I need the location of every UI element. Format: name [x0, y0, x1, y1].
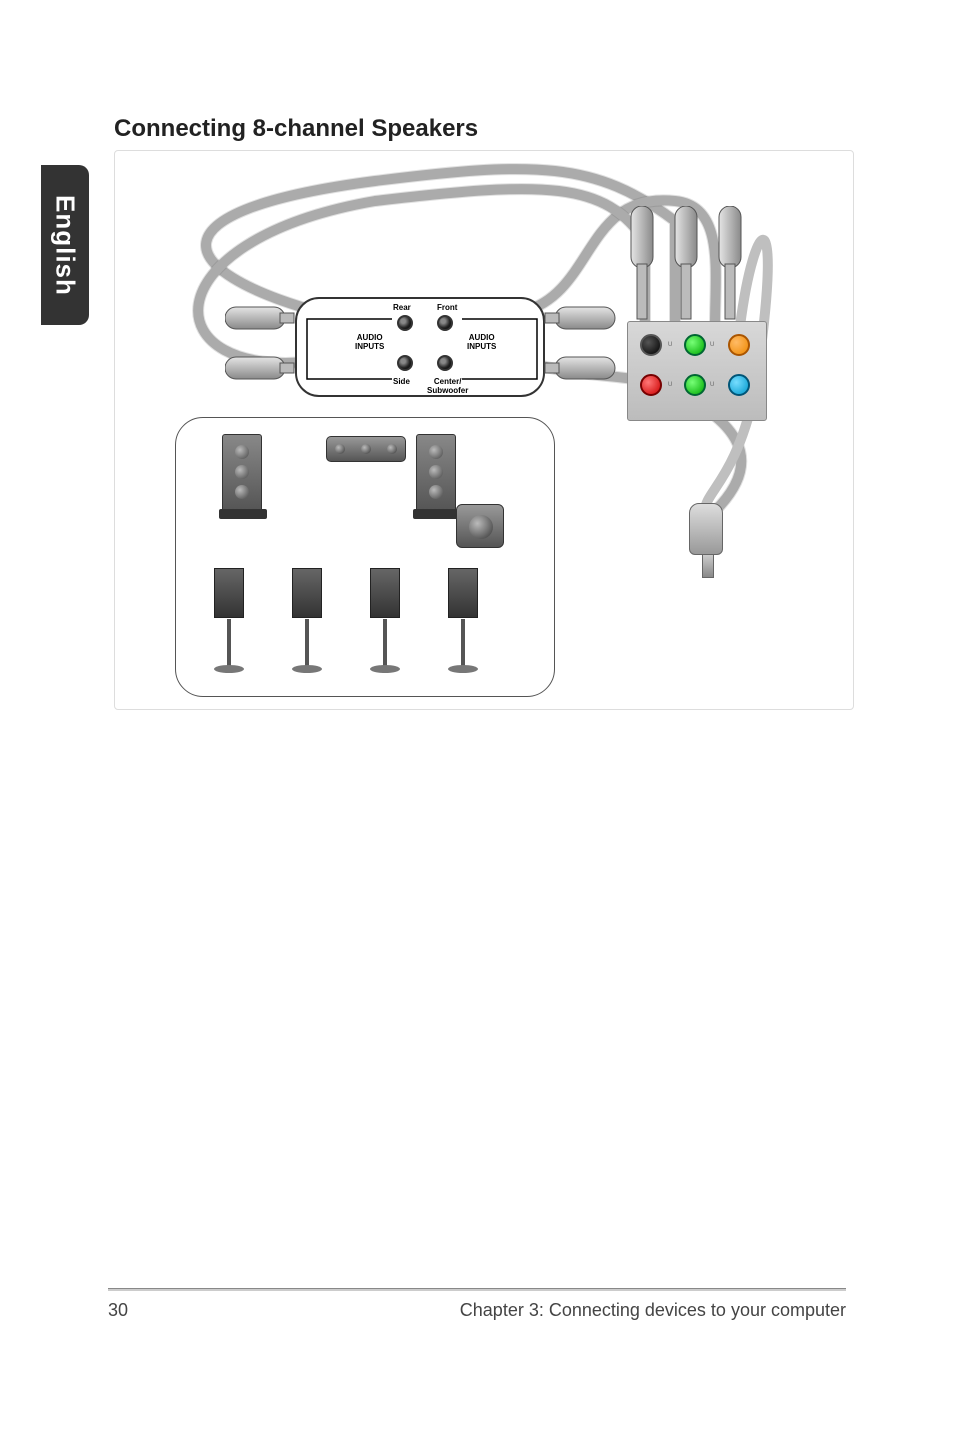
stand-speaker-2 — [292, 568, 322, 618]
subwoofer — [456, 504, 504, 548]
port-mic — [640, 374, 662, 396]
port-front — [684, 334, 706, 356]
panel-glyph-u3: U — [668, 382, 672, 388]
center-speaker — [326, 436, 406, 462]
port-rear — [640, 334, 662, 356]
stand-speaker-4 — [448, 568, 478, 618]
pc-audio-panel: U U U U — [627, 321, 767, 421]
wiring-diagram: Rear Front AUDIO INPUTS AUDIO INPUTS Sid… — [114, 150, 854, 710]
port-center — [728, 334, 750, 356]
dangling-plug — [689, 503, 723, 555]
footer-divider — [108, 1288, 846, 1291]
panel-glyph-u1: U — [668, 342, 672, 348]
tower-right — [416, 434, 456, 512]
hub-plugs — [225, 299, 625, 409]
chapter-line: Chapter 3: Connecting devices to your co… — [460, 1300, 846, 1321]
port-line — [684, 374, 706, 396]
panel-plugs-top — [625, 206, 775, 326]
panel-glyph-u2: U — [710, 342, 714, 348]
page-number: 30 — [108, 1300, 128, 1321]
port-side — [728, 374, 750, 396]
language-tab: English — [41, 165, 89, 325]
stand-speaker-3 — [370, 568, 400, 618]
section-heading: Connecting 8-channel Speakers — [114, 115, 478, 143]
tower-left — [222, 434, 262, 512]
language-tab-label: English — [50, 195, 81, 296]
stand-speaker-1 — [214, 568, 244, 618]
panel-glyph-u4: U — [710, 382, 714, 388]
speaker-group — [175, 417, 555, 697]
page: English Connecting 8-channel Speakers — [0, 0, 954, 1438]
